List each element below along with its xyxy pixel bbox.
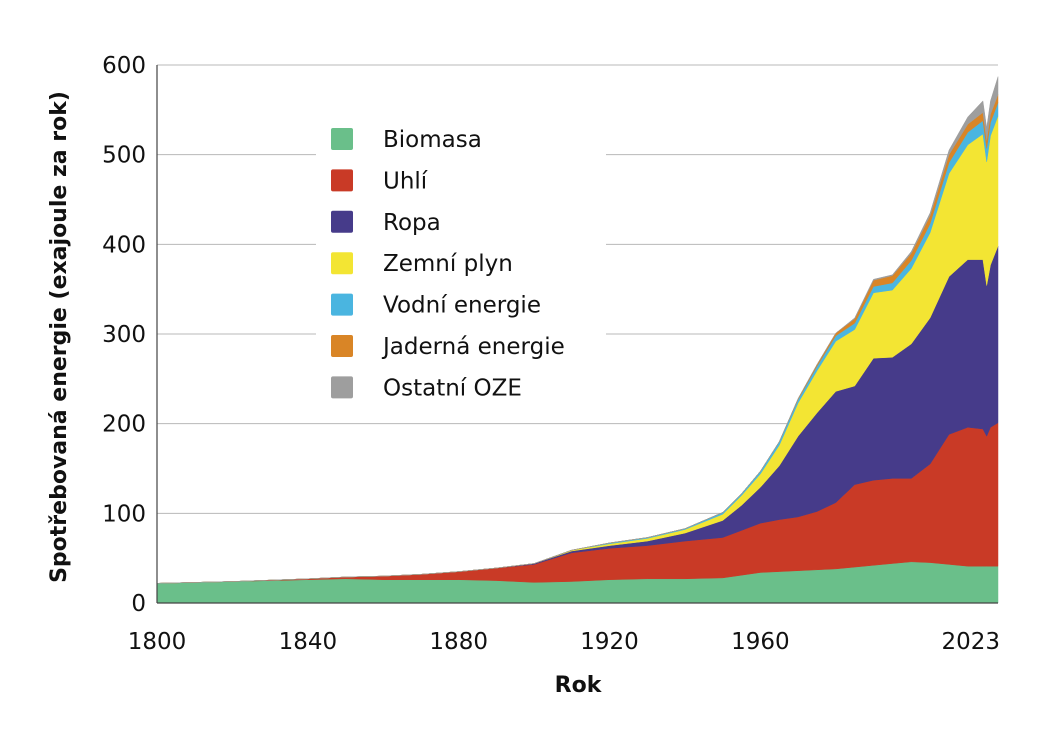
y-tick-label: 300: [102, 322, 146, 348]
y-tick-label: 0: [131, 591, 146, 617]
x-tick-label: 2023: [941, 629, 1000, 655]
area-ostatni-oze: [156, 76, 999, 584]
legend-swatch-uhli: [331, 169, 353, 192]
legend-label-ropa: Ropa: [383, 210, 441, 236]
axes: 0 100 200 300 400 500 600 1800 1840 1880 1920 1960 2…: [102, 53, 1000, 655]
legend-swatch-ostatni-oze: [331, 376, 353, 399]
y-tick-label: 100: [102, 501, 146, 527]
legend-label-biomasa: Biomasa: [383, 127, 482, 153]
y-tick-label: 400: [102, 232, 146, 258]
legend-swatch-zemni-plyn: [331, 252, 353, 275]
area-series: [156, 76, 999, 604]
legend-label-jaderna-energie: Jaderná energie: [381, 334, 565, 360]
legend-swatch-jaderna-energie: [331, 335, 353, 357]
legend-label-zemni-plyn: Zemní plyn: [383, 251, 513, 277]
x-tick-label: 1920: [580, 629, 639, 655]
y-tick-label: 200: [102, 412, 146, 438]
x-tick-label: 1960: [731, 629, 790, 655]
legend-label-uhli: Uhlí: [383, 168, 428, 194]
y-axis-title: Spotřebovaná energie (exajoule za rok): [47, 91, 72, 583]
y-tick-label: 600: [102, 53, 146, 79]
x-tick-label: 1800: [128, 629, 187, 655]
legend-swatch-biomasa: [331, 128, 353, 150]
legend-swatch-ropa: [331, 210, 353, 233]
legend-label-vodni-energie: Vodní energie: [383, 293, 541, 319]
legend-background: [316, 118, 606, 408]
legend-label-ostatni-oze: Ostatní OZE: [383, 375, 522, 401]
x-tick-label: 1880: [429, 629, 488, 655]
y-tick-label: 500: [102, 143, 146, 169]
x-tick-label: 1840: [279, 629, 338, 655]
legend-swatch-vodni-energie: [331, 293, 353, 316]
legend: Biomasa Uhlí Ropa Zemní plyn Vodní energie Ja…: [316, 118, 606, 408]
x-axis-title: Rok: [555, 673, 603, 698]
